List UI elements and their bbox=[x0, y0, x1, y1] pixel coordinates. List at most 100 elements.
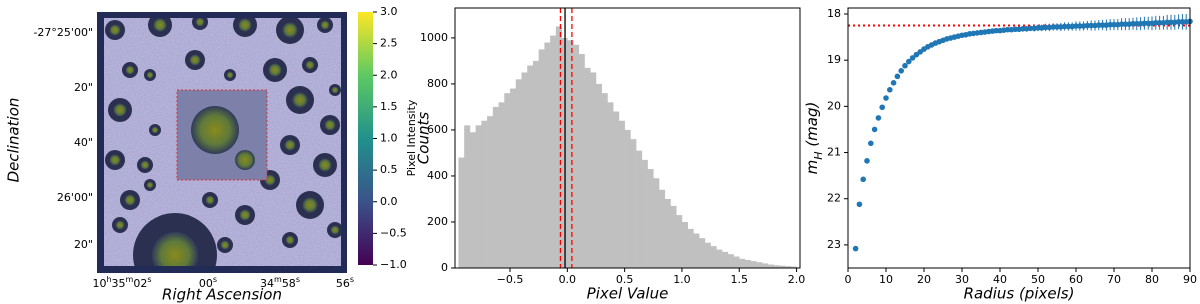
y-tick-label: 21 bbox=[827, 146, 841, 159]
hist-bar bbox=[481, 120, 488, 268]
source bbox=[330, 225, 340, 235]
y-axis-label-part: H bbox=[812, 151, 825, 159]
x-tick-label: 10 bbox=[879, 273, 893, 286]
hist-bar bbox=[578, 54, 585, 268]
y-tick-label: 26'00" bbox=[57, 191, 93, 204]
source bbox=[320, 20, 330, 30]
x-tick-label: 50 bbox=[1031, 273, 1045, 286]
data-point bbox=[894, 73, 901, 80]
colorbar-tick-label: 0.5 bbox=[380, 163, 398, 176]
hist-bar bbox=[601, 93, 608, 268]
source bbox=[285, 235, 295, 245]
hist-bar bbox=[550, 35, 557, 268]
hist-bar bbox=[750, 261, 757, 268]
y-tick-label: 22 bbox=[827, 192, 841, 205]
x-tick-label: 80 bbox=[1145, 273, 1159, 286]
hist-bar bbox=[779, 265, 786, 268]
y-tick-label: -27°25'00" bbox=[33, 26, 93, 39]
colorbar-tick-label: −1.0 bbox=[380, 258, 407, 271]
source bbox=[124, 194, 136, 206]
hist-bar bbox=[739, 258, 746, 268]
x-tick-label-part: 02 bbox=[133, 277, 147, 290]
y-tick-label: 19 bbox=[827, 53, 841, 66]
x-tick-label: 0 bbox=[845, 273, 852, 286]
x-tick-label-part: 35 bbox=[112, 277, 126, 290]
hist-bar bbox=[532, 60, 539, 269]
colorbar-label: Pixel Intensity bbox=[405, 99, 418, 176]
hist-bar bbox=[487, 116, 494, 268]
source bbox=[331, 86, 339, 94]
hist-bar bbox=[670, 205, 677, 268]
x-tick-label-part: h bbox=[106, 275, 111, 284]
hist-bar bbox=[504, 93, 511, 268]
source bbox=[282, 22, 298, 38]
data-point bbox=[902, 62, 908, 69]
y-tick-label: 20 bbox=[827, 99, 841, 112]
colorbar-tick-label: 1.5 bbox=[380, 100, 398, 113]
target-source bbox=[191, 106, 239, 154]
data-point bbox=[875, 115, 882, 121]
hist-bar bbox=[653, 178, 660, 268]
hist-bar bbox=[693, 233, 700, 268]
hist-bar bbox=[567, 40, 574, 269]
hist-bar bbox=[681, 221, 688, 268]
source bbox=[146, 181, 154, 189]
hist-bar bbox=[762, 263, 769, 268]
y-axis-label-part: m bbox=[803, 160, 821, 175]
hist-bar bbox=[767, 264, 774, 268]
x-tick-label: 30 bbox=[955, 273, 969, 286]
hist-bar bbox=[624, 129, 631, 268]
hist-bar bbox=[641, 159, 648, 268]
hist-bar bbox=[555, 26, 562, 269]
hist-bar bbox=[618, 120, 625, 268]
source bbox=[151, 126, 159, 134]
x-tick-label: 0.0 bbox=[559, 273, 577, 286]
hist-bar bbox=[515, 79, 522, 269]
data-point bbox=[868, 140, 874, 147]
x-tick-label-part: m bbox=[274, 275, 282, 284]
y-tick-label: 400 bbox=[427, 169, 448, 182]
source bbox=[268, 63, 282, 77]
x-tick-label-part: s bbox=[350, 275, 354, 284]
x-tick-label-part: s bbox=[213, 275, 217, 284]
hist-bar bbox=[785, 266, 792, 268]
data-point bbox=[871, 126, 878, 133]
x-tick-label: 10h35m02s bbox=[92, 275, 151, 290]
hist-bar bbox=[527, 65, 534, 268]
hist-bar bbox=[664, 198, 671, 268]
x-tick-label: 1.5 bbox=[731, 273, 749, 286]
source bbox=[113, 103, 127, 117]
source bbox=[226, 71, 234, 79]
x-tick-label-part: 58 bbox=[282, 277, 296, 290]
colorbar bbox=[358, 12, 373, 265]
source bbox=[146, 71, 154, 79]
y-tick-label: 600 bbox=[427, 123, 448, 136]
x-tick-label-part: m bbox=[126, 275, 134, 284]
colorbar-tick-label: 2.5 bbox=[380, 37, 398, 50]
data-point bbox=[856, 201, 863, 208]
hist-bar bbox=[630, 139, 637, 268]
hist-bar bbox=[676, 215, 683, 268]
hist-bar bbox=[733, 256, 740, 268]
x-tick-label: 60 bbox=[1069, 273, 1083, 286]
x-tick-label: 1.0 bbox=[673, 273, 691, 286]
source bbox=[140, 160, 150, 170]
hist-bar bbox=[573, 44, 580, 268]
data-point bbox=[860, 176, 866, 183]
data-point bbox=[883, 95, 889, 101]
source bbox=[302, 197, 318, 213]
hist-bar bbox=[659, 189, 666, 268]
hist-bar bbox=[492, 106, 499, 268]
hist-bar bbox=[687, 228, 694, 268]
source bbox=[205, 195, 215, 205]
hist-bar bbox=[744, 259, 752, 268]
hist-bar bbox=[510, 88, 517, 268]
y-axis-label: Counts bbox=[415, 112, 433, 165]
hist-bar bbox=[710, 246, 717, 268]
source bbox=[109, 154, 121, 166]
sky-image bbox=[97, 12, 347, 273]
x-tick-label-part: 34 bbox=[260, 277, 274, 290]
hist-bar bbox=[544, 42, 551, 268]
